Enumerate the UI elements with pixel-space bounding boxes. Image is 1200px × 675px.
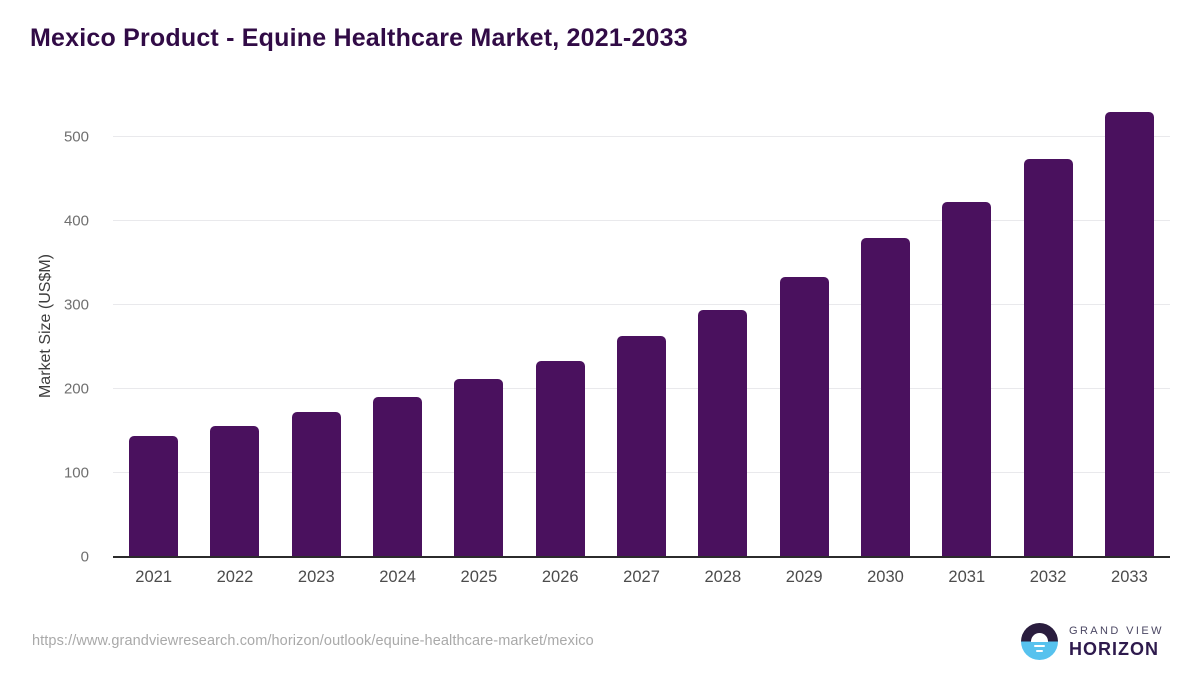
- bar-2026: [535, 361, 585, 557]
- sun-reflection-line: [1036, 650, 1043, 653]
- bar-2027: [617, 336, 667, 557]
- bar-2023: [291, 411, 341, 557]
- x-tick-label: 2024: [379, 568, 416, 586]
- y-tick-label: 400: [63, 212, 89, 230]
- chart-title: Mexico Product - Equine Healthcare Marke…: [30, 24, 688, 52]
- horizon-logo-icon: [1021, 623, 1058, 660]
- y-tick-label: 100: [63, 464, 89, 482]
- brand-logo-text: GRAND VIEW HORIZON: [1069, 624, 1164, 659]
- gridline: [113, 136, 1170, 137]
- bar-slot: [194, 425, 275, 557]
- y-axis-title: Market Size (US$M): [37, 253, 54, 399]
- y-tick-label: 300: [63, 296, 89, 314]
- bar-2029: [779, 277, 829, 557]
- bar-slot: [276, 411, 357, 557]
- x-labels: 2021 2022 2023 2024 2025 2026 2027 2028 2029 2030…: [113, 568, 1170, 587]
- bar-2022: [210, 425, 260, 557]
- sun-icon: [1031, 633, 1048, 642]
- sun-reflection-line: [1034, 645, 1045, 648]
- bar-slot: [357, 396, 438, 557]
- bar-slot: [438, 378, 519, 557]
- bar-2031: [942, 201, 992, 557]
- bar-slot: [601, 336, 682, 557]
- bar-slot: [682, 310, 763, 557]
- gridline: [113, 304, 1170, 305]
- x-tick-label: 2025: [460, 568, 498, 586]
- y-tick-label: 0: [80, 548, 89, 566]
- x-tick-label: 2032: [1029, 568, 1067, 586]
- x-tick-label: 2027: [623, 568, 660, 586]
- x-tick-label: 2023: [297, 568, 335, 586]
- bar-slot: [1089, 111, 1170, 557]
- brand-logo: GRAND VIEW HORIZON: [1021, 623, 1164, 660]
- x-tick-label: 2022: [216, 568, 254, 586]
- bar-2032: [1023, 158, 1073, 557]
- x-tick-label: 2028: [704, 568, 742, 586]
- y-tick-label: 200: [63, 380, 89, 398]
- bar-slot: [520, 361, 601, 557]
- bar-slot: [845, 237, 926, 557]
- bar-2030: [860, 237, 910, 557]
- bar-2024: [373, 396, 423, 557]
- bars: [113, 95, 1170, 557]
- x-tick-label: 2033: [1111, 568, 1148, 586]
- x-tick-label: 2021: [135, 568, 173, 586]
- bar-slot: [113, 436, 194, 557]
- bar-2028: [698, 310, 748, 557]
- x-tick-label: 2030: [867, 568, 904, 586]
- gridline: [113, 220, 1170, 221]
- bar-2021: [129, 436, 179, 557]
- plot-area: 0 100 200 300 400 500: [64, 95, 1170, 565]
- bar-slot: [764, 277, 845, 557]
- bar-2033: [1104, 111, 1154, 557]
- x-tick-label: 2031: [948, 568, 986, 586]
- source-url: https://www.grandviewresearch.com/horizo…: [32, 633, 594, 649]
- brand-name-top: GRAND VIEW: [1069, 624, 1164, 637]
- y-tick-label: 500: [63, 128, 89, 146]
- bar-2025: [454, 378, 504, 557]
- x-tick-label: 2029: [785, 568, 823, 586]
- bar-slot: [1007, 158, 1088, 557]
- brand-name-bottom: HORIZON: [1069, 638, 1159, 659]
- x-axis-line: [113, 556, 1170, 558]
- x-tick-label: 2026: [541, 568, 579, 586]
- bar-slot: [926, 201, 1007, 557]
